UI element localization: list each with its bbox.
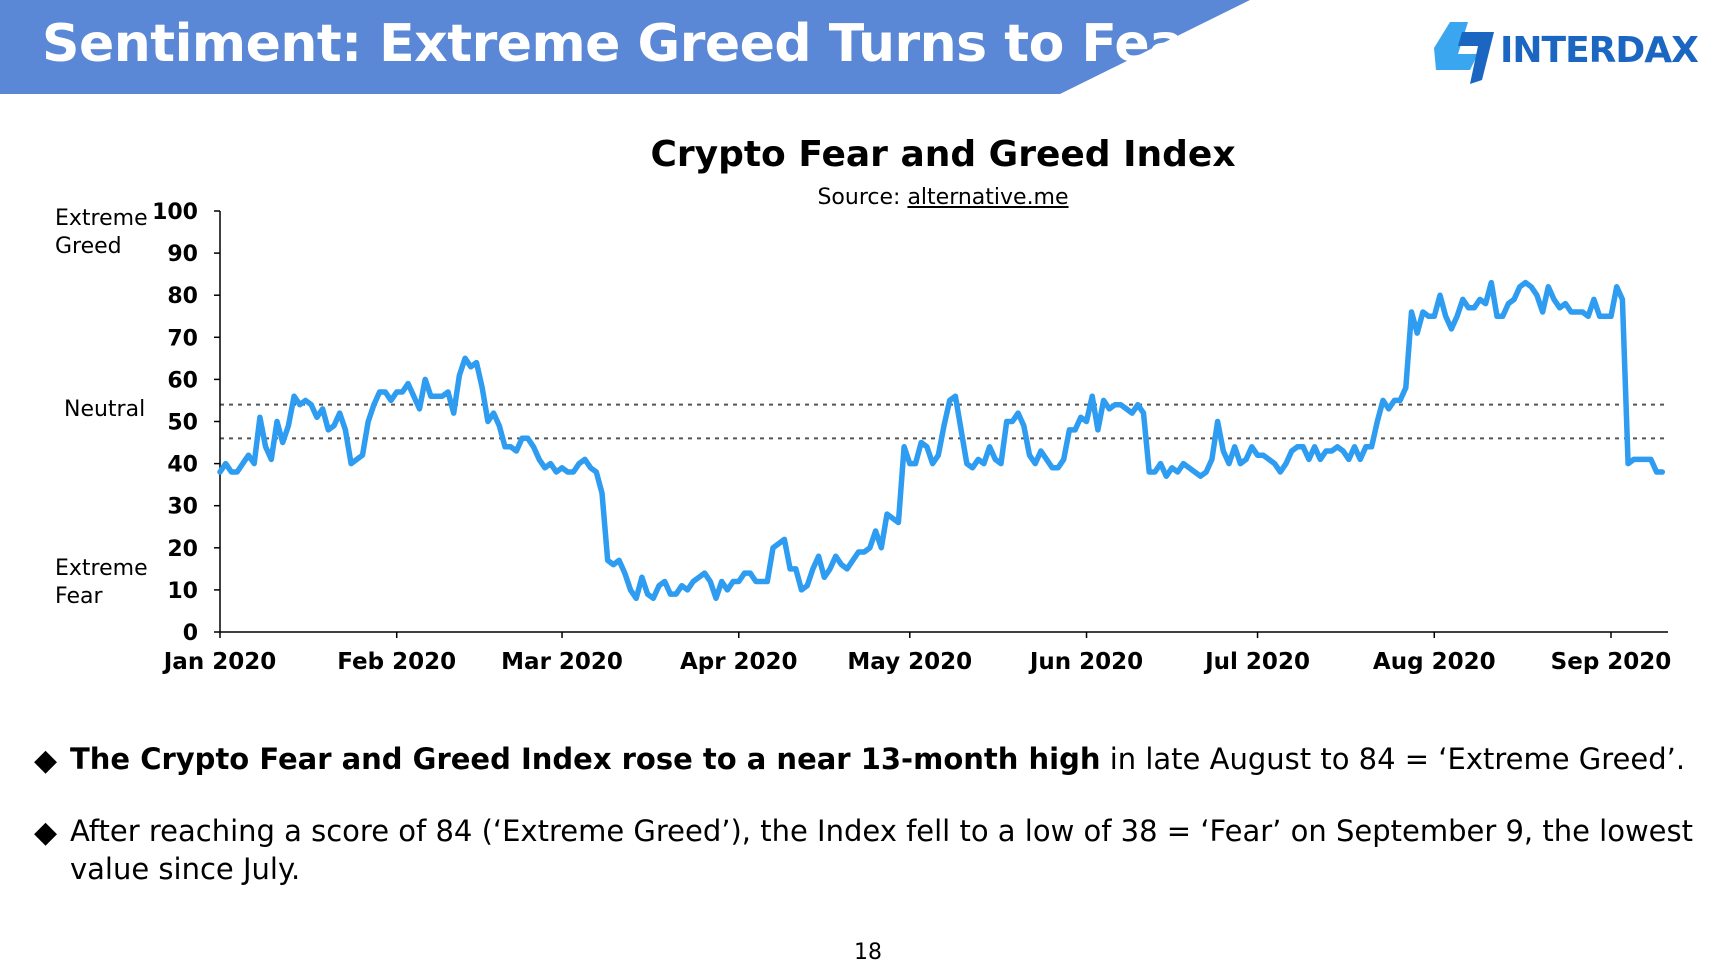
x-tick-label: Jun 2020 xyxy=(1028,649,1143,675)
title-banner xyxy=(0,0,1250,94)
chart-title: Crypto Fear and Greed Index xyxy=(650,134,1236,175)
bullet-bold-text: The Crypto Fear and Greed Index rose to … xyxy=(70,742,1101,776)
x-tick-label: Aug 2020 xyxy=(1373,649,1496,675)
page-number: 18 xyxy=(854,940,882,965)
y-tick-label: 30 xyxy=(167,495,198,520)
neutral-label: Neutral xyxy=(64,397,146,422)
y-tick-label: 40 xyxy=(167,453,198,478)
y-tick-label: 20 xyxy=(167,537,198,562)
bullet-text: in late August to 84 = ‘Extreme Greed’. xyxy=(1100,742,1686,776)
source-prefix: Source: xyxy=(817,185,908,210)
y-tick-label: 80 xyxy=(167,284,198,309)
extreme-greed-label: Extreme Greed xyxy=(55,206,148,259)
slide-title: Sentiment: Extreme Greed Turns to Fear xyxy=(42,14,1209,74)
x-tick-label: Jul 2020 xyxy=(1203,649,1310,675)
bullet-item: ◆ After reaching a score of 84 (‘Extreme… xyxy=(34,812,1714,888)
y-tick-label: 50 xyxy=(167,411,198,436)
x-tick-label: Apr 2020 xyxy=(680,649,798,675)
bullet-list: ◆ The Crypto Fear and Greed Index rose t… xyxy=(34,740,1714,922)
diamond-bullet-icon: ◆ xyxy=(34,815,58,850)
y-tick-label: 0 xyxy=(183,621,198,646)
index-series-line xyxy=(217,279,1666,602)
brand-name: INTERDAX xyxy=(1500,30,1699,71)
interdax-logo-icon xyxy=(1434,22,1494,84)
x-tick-label: Sep 2020 xyxy=(1551,649,1672,675)
y-tick-label: 90 xyxy=(167,242,198,267)
bullet-item: ◆ The Crypto Fear and Greed Index rose t… xyxy=(34,740,1714,778)
extreme-fear-label: Extreme Fear xyxy=(55,556,148,609)
y-tick-label: 70 xyxy=(167,326,198,351)
chart-source: Source: alternative.me xyxy=(0,185,1736,210)
x-tick-label: Mar 2020 xyxy=(501,649,623,675)
x-tick-label: May 2020 xyxy=(847,649,972,675)
y-tick-label: 60 xyxy=(167,368,198,393)
source-link[interactable]: alternative.me xyxy=(907,185,1069,210)
x-tick-label: Jan 2020 xyxy=(162,649,276,675)
y-tick-label: 100 xyxy=(152,200,198,225)
bullet-text: After reaching a score of 84 (‘Extreme G… xyxy=(70,814,1693,886)
diamond-bullet-icon: ◆ xyxy=(34,743,58,778)
y-tick-label: 10 xyxy=(167,579,198,604)
fear-greed-line-chart: 0 10 20 30 40 50 60 70 80 90 100 Jan 2020 Feb 2020 M… xyxy=(152,200,1672,675)
x-tick-label: Feb 2020 xyxy=(337,649,456,675)
